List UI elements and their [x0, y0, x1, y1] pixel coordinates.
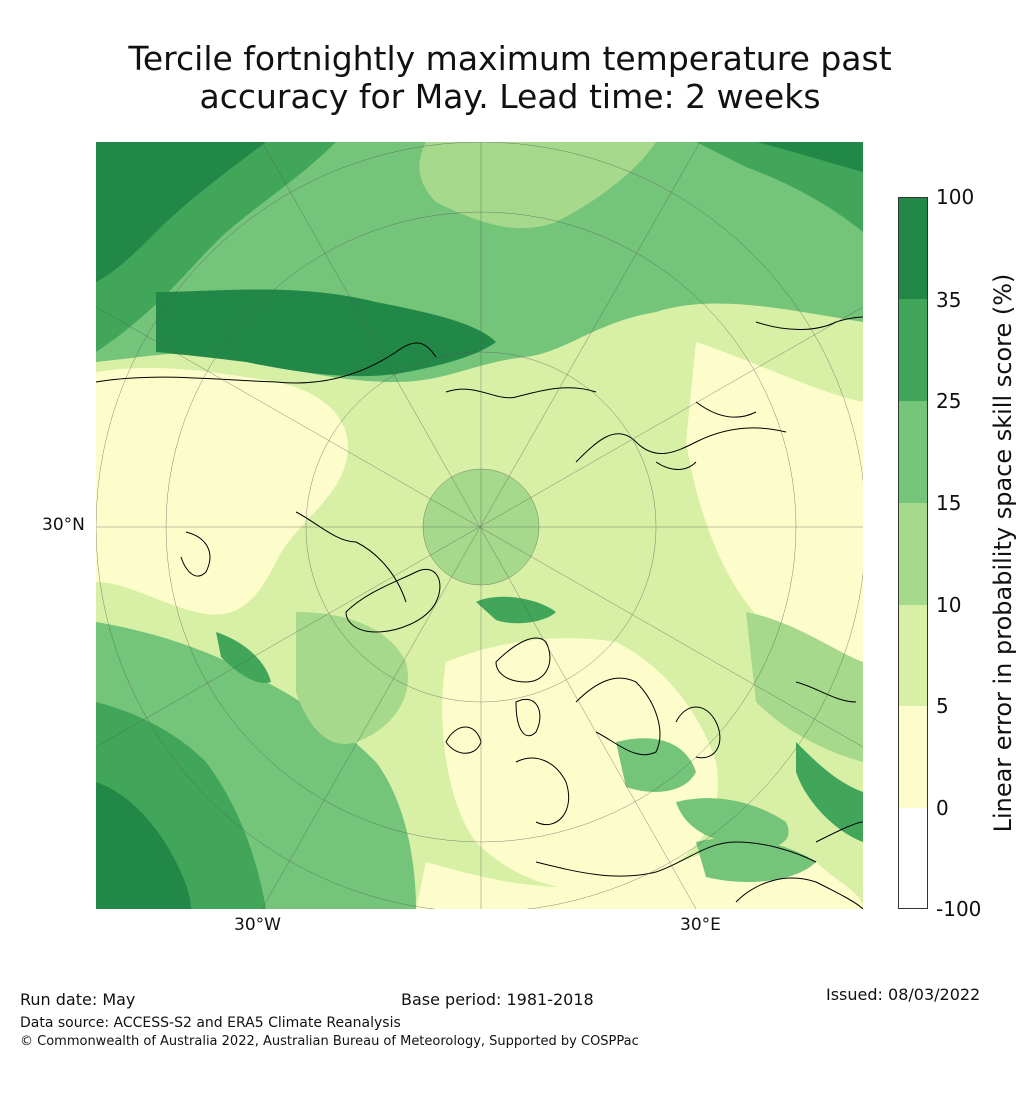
colorbar-tick: -100	[936, 897, 982, 921]
colorbar-band-neg100-0	[899, 808, 927, 908]
longitude-label-30e: 30°E	[680, 915, 721, 935]
colorbar-tick: 0	[936, 796, 949, 820]
colorbar-tick: 15	[936, 491, 962, 515]
colorbar-tick: 10	[936, 593, 962, 617]
terrain-zone	[746, 612, 863, 762]
sea-zone	[476, 596, 556, 624]
polar-skill-map	[96, 142, 863, 909]
sea-zone	[616, 738, 696, 792]
ocean-zone	[419, 142, 656, 229]
colorbar-band-0-5	[899, 706, 927, 808]
title-line-1: Tercile fortnightly maximum temperature …	[128, 39, 892, 78]
chart-title: Tercile fortnightly maximum temperature …	[0, 40, 1020, 116]
longitude-label-30w: 30°W	[234, 915, 281, 935]
sea-zone	[796, 742, 863, 842]
colorbar-band-5-10	[899, 605, 927, 706]
title-line-2: accuracy for May. Lead time: 2 weeks	[199, 77, 821, 116]
latitude-label-30n: 30°N	[42, 515, 85, 535]
colorbar-band-25-35	[899, 299, 927, 401]
coastlines	[96, 316, 863, 909]
colorbar-band-15-25	[899, 401, 927, 503]
terrain-zone	[96, 367, 348, 615]
colorbar-band-35-100	[899, 198, 927, 299]
ocean-zone	[156, 289, 496, 377]
sea-zone	[676, 798, 789, 849]
colorbar-tick: 35	[936, 288, 962, 312]
colorbar-title: Linear error in probability space skill …	[989, 273, 1017, 833]
ocean-zone	[96, 142, 266, 282]
sea-zone	[696, 838, 816, 882]
ocean-zone	[216, 632, 271, 683]
colorbar-band-10-15	[899, 503, 927, 605]
data-source: Data source: ACCESS-S2 and ERA5 Climate …	[20, 1015, 401, 1031]
copyright: © Commonwealth of Australia 2022, Austra…	[20, 1034, 639, 1049]
ocean-zone	[296, 612, 408, 744]
terrain-zone	[442, 638, 718, 890]
colorbar-tick: 100	[936, 185, 975, 209]
colorbar-tick: 25	[936, 389, 962, 413]
colorbar-tick: 5	[936, 694, 949, 718]
ocean-zone	[96, 782, 191, 909]
terrain-zone	[96, 438, 198, 512]
ocean-zone	[756, 142, 863, 172]
map-svg	[96, 142, 863, 909]
graticule	[96, 142, 863, 909]
ocean-zone	[696, 142, 863, 232]
issued-date: Issued: 08/03/2022	[826, 985, 981, 1004]
run-date: Run date: May	[20, 990, 136, 1009]
terrain-zone	[686, 342, 863, 702]
base-period: Base period: 1981-2018	[401, 990, 594, 1009]
colorbar	[898, 197, 928, 909]
